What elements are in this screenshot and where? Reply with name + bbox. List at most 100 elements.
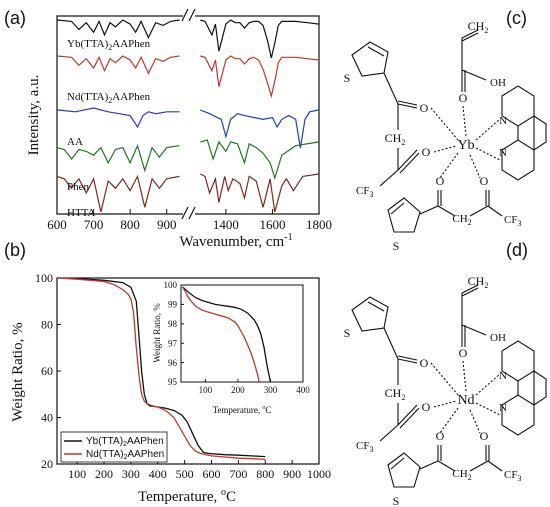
inset-x-tick-label: 300 [264,385,278,395]
tga-y-tick-label: 80 [41,318,53,332]
nitrogen-atom-label: N [499,402,507,414]
nitrogen-atom-label: N [499,370,507,382]
ch2-label: CH2 [468,19,489,35]
tga-x-tick-label: 200 [95,467,113,481]
ftir-series-line [200,173,320,213]
panel-label-d: (d) [506,240,528,260]
inset-y-label: Weight Ratio, % [152,303,162,363]
inset-x-tick-label: 400 [296,385,310,395]
chemical-bond [419,460,439,470]
oxygen-atom-label: O [422,400,431,414]
phenanthroline-ring [501,394,535,436]
nitrogen-atom-label: N [499,147,507,159]
coordination-bond [430,107,459,141]
ftir-x-label: Wavenumber, cm-1 [179,232,292,250]
inset-y-tick-label: 98 [168,319,178,329]
chemical-bond [390,202,405,215]
chemical-bond [397,100,418,106]
tga-series-line [58,277,266,461]
inset-y-tick-label: 96 [168,358,178,368]
cf3-label: CF3 [356,440,373,454]
chemical-bond [397,358,418,364]
ftir-x-tick-label: 1800 [306,217,332,232]
oxygen-atom-label: O [480,429,489,443]
thiophene-ring [387,197,421,233]
tga-x-tick-label: 100 [68,467,86,481]
tga-y-tick-label: 100 [35,271,53,285]
cf3-label: CF3 [504,469,521,483]
tga-x-label: Temperature, oC [138,487,236,505]
coordination-bond [475,402,501,416]
tga-axis-ticks: 100 200 300 400 500 600 700 800 900 1000 20 40 60 80 1… [35,271,331,481]
coordination-bond [469,154,481,179]
coordination-bond [475,147,501,161]
chemical-bond [390,457,405,470]
inset-y-tick-label: 95 [168,377,178,387]
tga-x-tick-label: 800 [256,467,274,481]
chemical-bond [367,46,385,57]
oxygen-atom-label: O [480,174,489,188]
legend-label-yb: Yb(TTA)2AAPhen [86,436,164,448]
oxygen-atom-label: O [459,346,468,360]
ftir-series-label: HTTA [67,207,96,219]
ftir-series-line [200,55,320,99]
chemical-bond [397,355,418,361]
inset-series-group [182,286,272,383]
oxygen-atom-label: O [420,101,429,115]
ftir-x-tick-label: 1400 [213,217,239,232]
inset-y-tick-label: 97 [168,338,178,348]
tga-x-tick-label: 600 [203,467,221,481]
ftir-series-label: Phen [67,181,90,193]
coordination-bond [439,152,459,179]
chemical-bond [397,149,418,171]
ftir-x-ticks: 600 700 800 900 1400 1600 1800 [47,209,332,232]
coordination-bond [439,407,459,434]
coordination-bond [475,118,501,141]
legend-label-nd: Nd(TTA)2AAPhen [86,449,164,461]
ftir-x-tick-label: 700 [84,217,104,232]
tga-x-tick-label: 300 [122,467,140,481]
ftir-series-line [200,19,320,59]
ftir-series-label: Yb(TTA)2AAPhen [67,38,151,52]
ftir-x-tick-label: 1600 [259,217,285,232]
inset-series-line [182,286,260,383]
inset-series-line [182,286,272,383]
tga-y-tick-label: 60 [41,364,53,378]
tga-x-tick-label: 500 [176,467,194,481]
ftir-series-label: AA [67,136,83,148]
oxygen-atom-label: O [459,91,468,105]
sulfur-atom-label: S [344,71,351,85]
structure-d: S O CH2 O CF3 CH2 OH O Nd N N O O CH2 CF3 S [344,274,547,507]
chemical-bond [397,404,418,426]
phenanthroline-ring [533,114,547,152]
tga-x-tick-label: 1000 [307,467,331,481]
ftir-series-line [56,143,180,173]
inset-axis-ticks: 100 200 300 400 95 96 97 98 99 100 [164,280,311,395]
thiophene-ring [387,452,421,488]
inset-x-tick-label: 200 [231,385,245,395]
ftir-series-line [56,19,180,40]
panel-label-a: (a) [4,8,26,28]
chemical-bond [379,169,399,187]
ch2-label: CH2 [385,131,406,147]
ch2-label: CH2 [452,468,471,482]
hydroxyl-label: OH [490,332,506,344]
cf3-label: CF3 [356,185,373,199]
tga-legend: Yb(TTA)2AAPhen Nd(TTA)2AAPhen [60,431,168,463]
chemical-bond [469,205,489,217]
ftir-series-group [56,19,320,213]
structure-c: S O CH2 O CF3 CH2 OH O Yb N N O O CH2 CF3 S [344,19,547,253]
ftir-series-line [56,107,180,129]
inset-x-tick-label: 100 [199,385,213,395]
phenanthroline-ring [533,369,547,407]
coordination-bond [469,409,481,434]
tga-y-label: Weight Ratio, % [10,322,26,421]
ftir-series-labels: Yb(TTA)2AAPhen Nd(TTA)2AAPhen AA Phen HTTA [67,38,151,219]
ftir-series-line [200,109,320,149]
coordination-bond [475,373,501,396]
tga-x-tick-label: 700 [229,467,247,481]
sulfur-atom-label: S [393,494,400,507]
thiophene-ring [351,41,389,77]
chemical-bond [419,205,439,215]
chemical-bond [383,72,399,105]
